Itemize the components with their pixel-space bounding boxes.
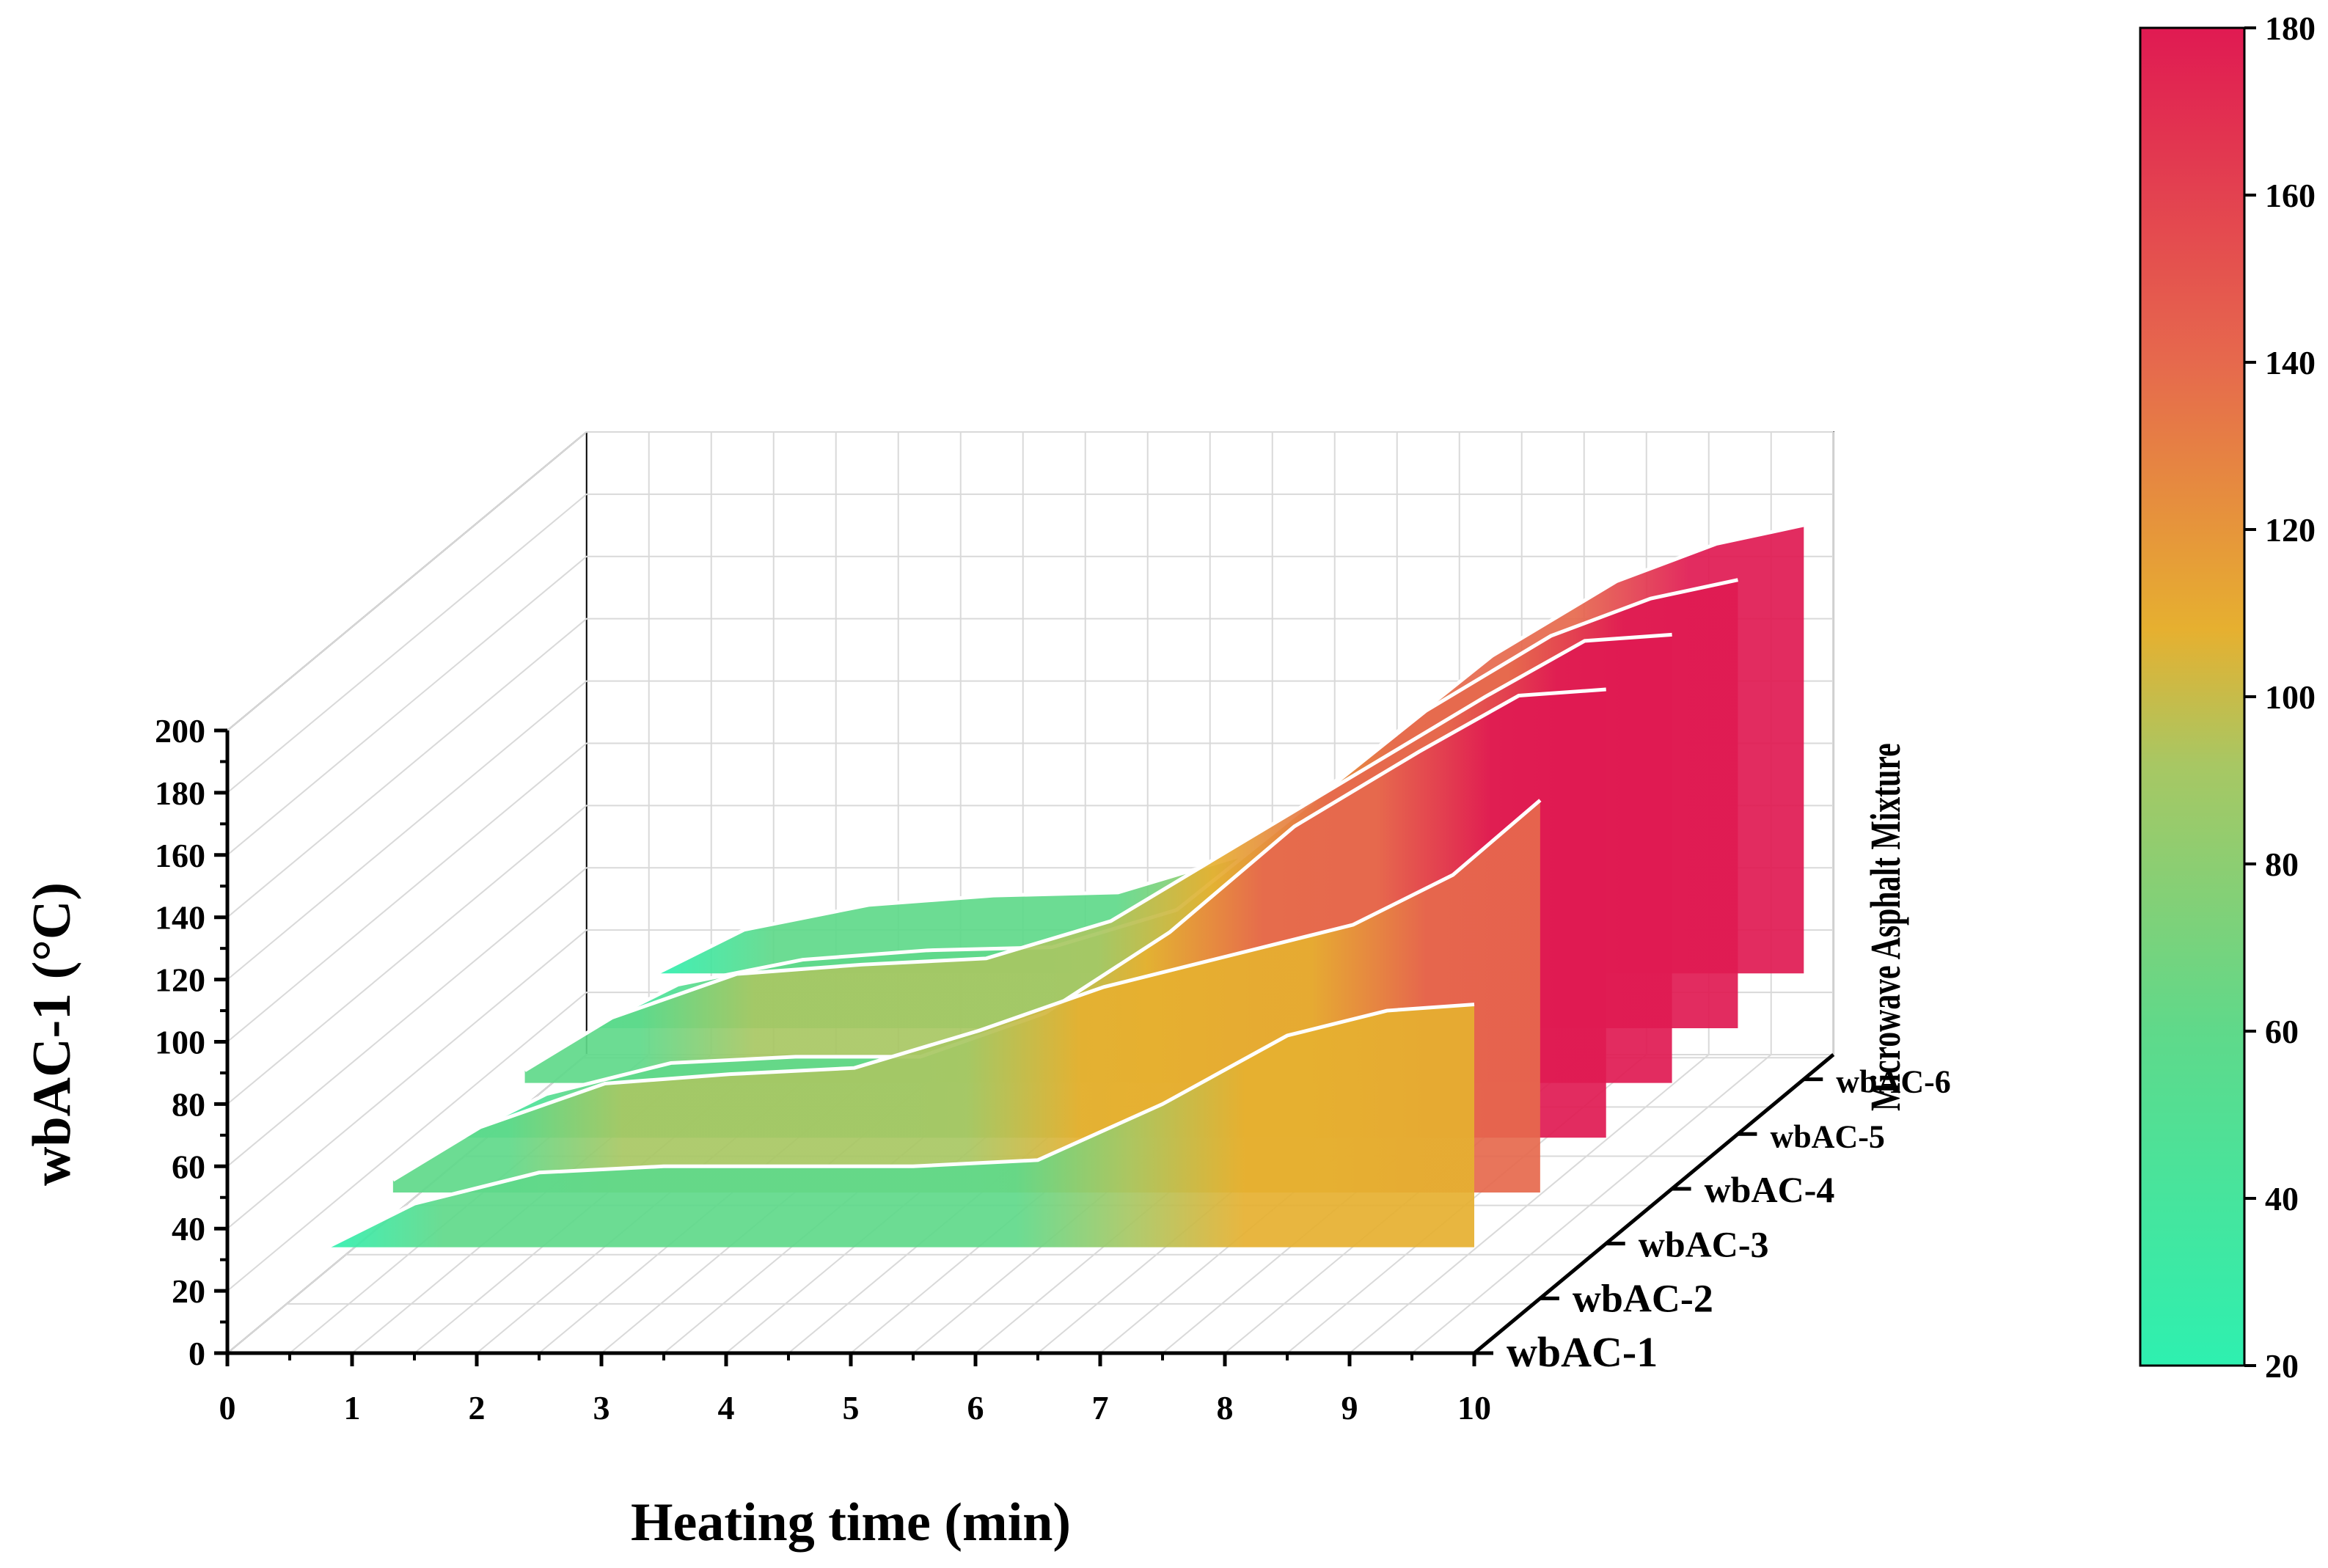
wall-gridline: [227, 431, 1834, 731]
y-tick-label: 160: [155, 837, 205, 874]
z-axis-title: Microwave Asphalt Mixture: [1862, 743, 1908, 1111]
y-tick-label: 80: [172, 1085, 205, 1123]
y-tick-label: 60: [172, 1148, 205, 1185]
series-label-wbAC-6: wbAC-6: [1836, 1064, 1950, 1100]
y-tick-label: 0: [188, 1335, 205, 1372]
series-ribbon-wbAC-1: [327, 1004, 1474, 1248]
series-label-wbAC-4: wbAC-4: [1705, 1169, 1835, 1210]
y-tick-label: 120: [155, 961, 205, 999]
x-tick-label: 7: [1092, 1389, 1109, 1426]
colorbar-tick-label: 100: [2265, 678, 2316, 716]
x-axis-title: Heating time (min): [631, 1492, 1071, 1553]
series-line-wbAC-4: [524, 632, 1672, 1072]
colorbar-tick-label: 40: [2265, 1180, 2299, 1217]
x-tick-label: 6: [967, 1389, 984, 1426]
colorbar-tick-label: 120: [2265, 511, 2316, 549]
y-tick-label: 20: [172, 1272, 205, 1310]
colorbar: 20 40 60 80 100 120 140 160 180: [2139, 10, 2316, 1385]
y-tick-label: 100: [155, 1024, 205, 1061]
x-tick-label: 8: [1217, 1389, 1234, 1426]
x-tick-label: 4: [718, 1389, 735, 1426]
x-tick-label: 9: [1341, 1389, 1358, 1426]
wall-gridline: [227, 555, 1834, 856]
x-tick-label: 10: [1457, 1389, 1491, 1426]
colorbar-tick-label: 140: [2265, 344, 2316, 381]
x-tick-label: 5: [843, 1389, 860, 1426]
colorbar-tick-label: 180: [2265, 10, 2316, 47]
series-label-wbAC-3: wbAC-3: [1639, 1224, 1769, 1265]
wall-gridline: [227, 680, 1834, 981]
series-layer: [326, 523, 1804, 1249]
series-label-wbAC-1: wbAC-1: [1507, 1328, 1658, 1376]
y-tick-label: 40: [172, 1210, 205, 1248]
x-tick-label: 0: [219, 1389, 236, 1426]
colorbar-tick-label: 160: [2265, 177, 2316, 214]
y-axis-title: wbAC-1 (°C): [22, 882, 82, 1186]
axes: wbAC-6 wbAC-5 wbAC-4 wbAC-3 wbAC-2 wbAC-1 0 1 2 3…: [155, 712, 1951, 1426]
series-line-wbAC-2: [392, 799, 1542, 1182]
colorbar-tick-label: 20: [2265, 1347, 2299, 1385]
x-tick-label: 1: [344, 1389, 361, 1426]
y-tick-label: 200: [155, 712, 205, 750]
series-line-wbAC-1: [326, 1003, 1475, 1249]
series-label-wbAC-5: wbAC-5: [1770, 1118, 1884, 1154]
series-label-wbAC-2: wbAC-2: [1573, 1276, 1713, 1320]
x-tick-label: 3: [593, 1389, 610, 1426]
y-tick-label: 140: [155, 899, 205, 937]
wall-gridline: [227, 618, 1834, 918]
wall-gridline: [227, 493, 1834, 794]
colorbar-tick-label: 60: [2265, 1013, 2299, 1050]
colorbar-scale: [2139, 26, 2246, 1367]
y-tick-label: 180: [155, 774, 205, 812]
x-tick-label: 2: [469, 1389, 486, 1426]
colorbar-tick-label: 80: [2265, 846, 2299, 883]
